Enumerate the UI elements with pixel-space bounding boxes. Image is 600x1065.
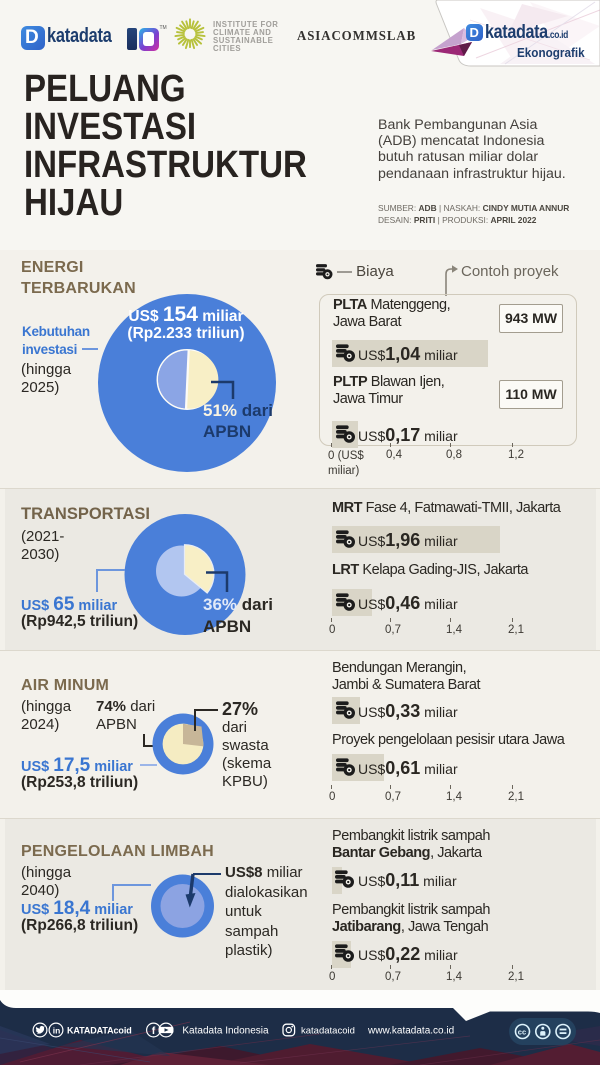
svg-text:KATADATAcoid: KATADATAcoid <box>67 1025 132 1035</box>
svg-text:in: in <box>53 1025 61 1035</box>
svg-text:www.katadata.co.id: www.katadata.co.id <box>367 1026 454 1037</box>
svg-text:f: f <box>152 1025 156 1037</box>
svg-text:cc: cc <box>518 1027 526 1036</box>
svg-text:katadatacoid: katadatacoid <box>301 1026 355 1037</box>
svg-text:Katadata Indonesia: Katadata Indonesia <box>182 1026 269 1037</box>
